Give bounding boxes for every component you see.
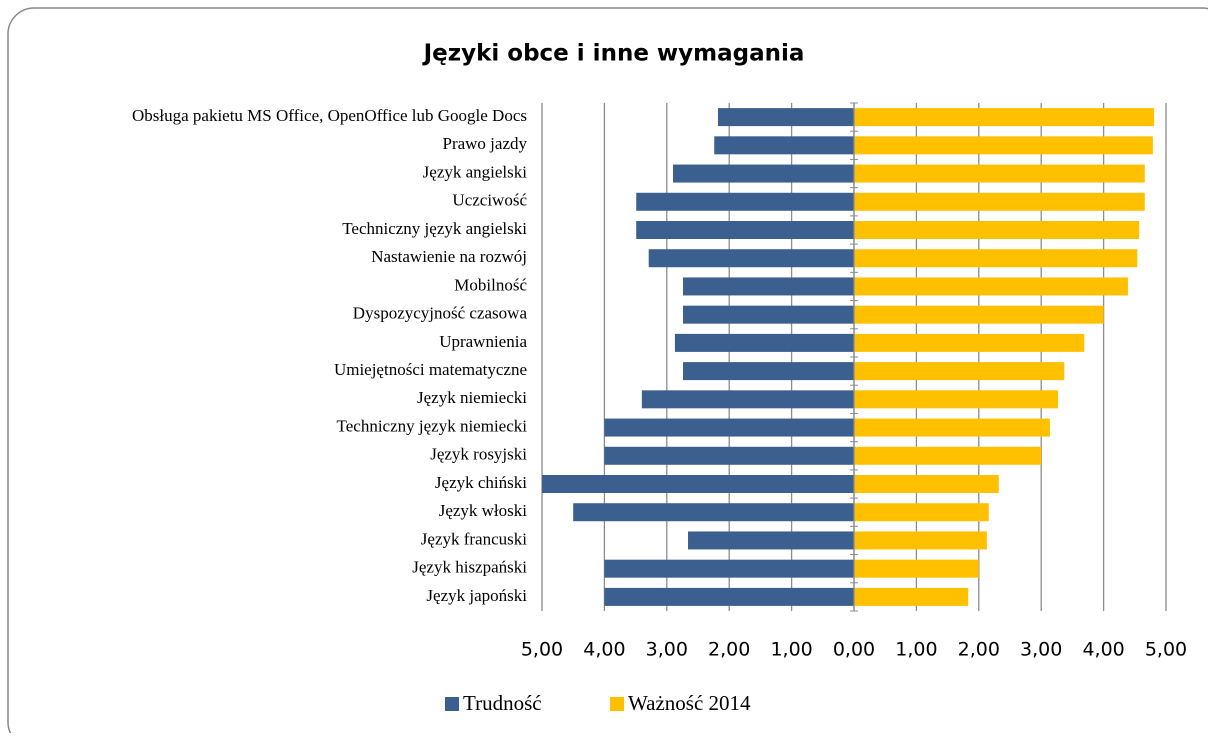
y-tick-label: Język angielski <box>423 162 528 181</box>
y-tick-label: Język japoński <box>426 586 527 605</box>
bar <box>604 587 854 606</box>
y-tick-label: Prawo jazdy <box>442 134 527 153</box>
bar <box>683 305 854 324</box>
bar <box>854 305 1104 324</box>
chart-frame <box>7 7 1208 738</box>
bar <box>683 362 854 381</box>
legend-swatch <box>610 697 624 711</box>
y-tick-label: Umiejętności matematyczne <box>334 360 527 379</box>
x-tick-label: 5,00 <box>521 639 563 661</box>
bar <box>717 108 854 127</box>
bar <box>674 333 854 352</box>
y-tick-label: Język hiszpański <box>412 558 527 577</box>
bar <box>542 475 854 493</box>
legend-label: Ważność 2014 <box>628 691 751 715</box>
bar <box>854 362 1065 381</box>
y-tick-label: Nastawienie na rozwój <box>371 247 527 266</box>
bar <box>854 277 1128 296</box>
y-tick-label: Język rosyjski <box>430 445 527 464</box>
bar <box>636 221 854 239</box>
bar <box>714 136 854 155</box>
y-tick-label: Mobilność <box>454 275 527 294</box>
x-tick-label: 4,00 <box>1082 639 1124 661</box>
y-tick-label: Język francuski <box>421 529 527 548</box>
bar <box>854 249 1138 268</box>
x-tick-label: 1,00 <box>770 639 812 661</box>
bar <box>573 503 854 522</box>
y-tick-label: Dyspozycyjność czasowa <box>353 304 528 323</box>
legend-label: Trudność <box>463 691 542 715</box>
y-tick-label: Język chiński <box>435 473 527 492</box>
bar <box>854 531 987 550</box>
y-tick-label: Obsługa pakietu MS Office, OpenOffice lu… <box>132 106 527 125</box>
bar <box>854 418 1050 437</box>
bar <box>854 333 1085 352</box>
x-tick-label: 3,00 <box>1020 639 1062 661</box>
x-tick-label: 0,00 <box>833 639 875 661</box>
bar <box>604 446 854 465</box>
bar <box>604 559 854 578</box>
bar <box>854 390 1059 409</box>
bar <box>648 249 854 268</box>
bar <box>854 136 1153 155</box>
chart-title: Języki obce i inne wymagania <box>422 41 805 67</box>
bar <box>688 531 854 550</box>
y-tick-label: Język niemiecki <box>417 388 527 407</box>
bar <box>604 418 854 437</box>
x-tick-label: 5,00 <box>1145 639 1187 661</box>
bar <box>854 108 1155 127</box>
x-tick-label: 2,00 <box>958 639 1000 661</box>
bar <box>683 277 854 296</box>
bar <box>854 587 969 606</box>
bar <box>854 192 1145 211</box>
y-tick-label: Uprawnienia <box>439 332 527 351</box>
y-tick-label: Język włoski <box>439 501 528 520</box>
bar <box>854 475 999 493</box>
x-tick-label: 1,00 <box>895 639 937 661</box>
bar <box>854 503 989 522</box>
bar <box>854 221 1140 239</box>
x-tick-label: 4,00 <box>583 639 625 661</box>
bar <box>641 390 854 409</box>
y-tick-label: Techniczny język angielski <box>342 219 527 238</box>
bar <box>673 164 854 183</box>
x-tick-label: 3,00 <box>646 639 688 661</box>
legend-swatch <box>445 697 459 711</box>
x-tick-label: 2,00 <box>708 639 750 661</box>
bar <box>854 446 1042 465</box>
bar <box>854 164 1145 183</box>
y-tick-label: Uczciwość <box>452 191 527 210</box>
y-tick-label: Techniczny język niemiecki <box>337 416 528 435</box>
bar <box>636 192 854 211</box>
bar <box>854 559 979 578</box>
